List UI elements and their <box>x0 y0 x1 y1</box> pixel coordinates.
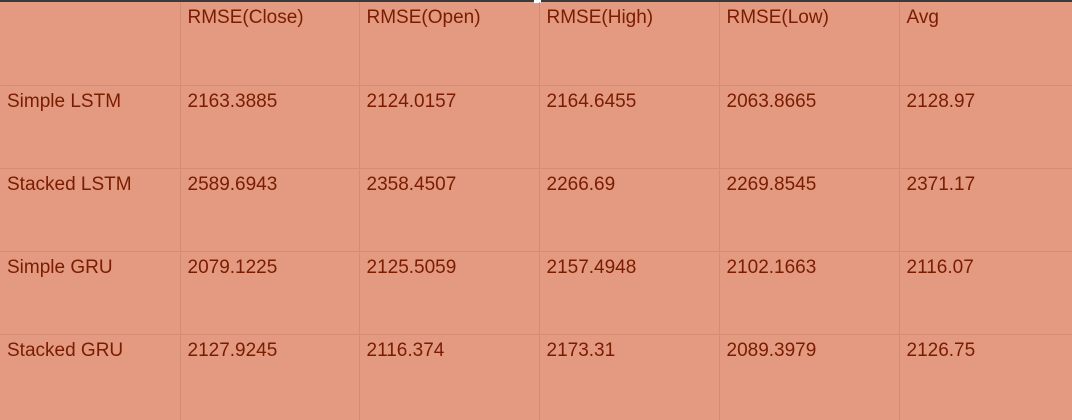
table-cell[interactable]: 2124.0157 <box>359 85 540 169</box>
table-cell[interactable]: 2116.07 <box>899 251 1072 335</box>
table-row: Stacked LSTM 2589.6943 2358.4507 2266.69… <box>0 168 1072 252</box>
table-cell[interactable]: 2157.4948 <box>539 251 720 335</box>
table-cell[interactable]: 2128.97 <box>899 85 1072 169</box>
table-cell[interactable]: 2102.1663 <box>719 251 900 335</box>
table-row: Stacked GRU 2127.9245 2116.374 2173.31 2… <box>0 334 1072 420</box>
table-cell[interactable]: 2116.374 <box>359 334 540 420</box>
table-cell[interactable]: 2163.3885 <box>180 85 360 169</box>
table-cell[interactable]: 2589.6943 <box>180 168 360 252</box>
header-cell-avg[interactable]: Avg <box>899 2 1072 86</box>
table-cell[interactable]: 2371.17 <box>899 168 1072 252</box>
header-cell-rmse-high[interactable]: RMSE(High) <box>539 2 720 86</box>
table-cell[interactable]: 2127.9245 <box>180 334 360 420</box>
header-cell-corner[interactable] <box>0 2 181 86</box>
table-row: Simple LSTM 2163.3885 2124.0157 2164.645… <box>0 85 1072 169</box>
table-cell[interactable]: 2063.8665 <box>719 85 900 169</box>
row-label-cell[interactable]: Simple LSTM <box>0 85 181 169</box>
row-label-cell[interactable]: Stacked GRU <box>0 334 181 420</box>
table-cell[interactable]: 2126.75 <box>906 339 976 361</box>
resize-handle[interactable] <box>534 0 541 3</box>
table-cell[interactable]: 2266.69 <box>539 168 720 252</box>
table-cell[interactable]: 2173.31 <box>539 334 720 420</box>
table-cell[interactable]: 2089.3979 <box>719 334 900 420</box>
table-cell[interactable]: 2079.1225 <box>180 251 360 335</box>
header-cell-rmse-low[interactable]: RMSE(Low) <box>719 2 900 86</box>
header-cell-rmse-open[interactable]: RMSE(Open) <box>359 2 540 86</box>
table-cell[interactable]: 2164.6455 <box>539 85 720 169</box>
row-label-cell[interactable]: Stacked LSTM <box>0 168 181 252</box>
table-cell[interactable]: 2125.5059 <box>359 251 540 335</box>
table-row: Simple GRU 2079.1225 2125.5059 2157.4948… <box>0 251 1072 335</box>
table-cell[interactable]: 2358.4507 <box>359 168 540 252</box>
header-row: RMSE(Close) RMSE(Open) RMSE(High) RMSE(L… <box>0 2 1072 86</box>
row-label-cell[interactable]: Simple GRU <box>0 251 181 335</box>
header-cell-rmse-close[interactable]: RMSE(Close) <box>180 2 360 86</box>
table-cell[interactable]: 2269.8545 <box>719 168 900 252</box>
